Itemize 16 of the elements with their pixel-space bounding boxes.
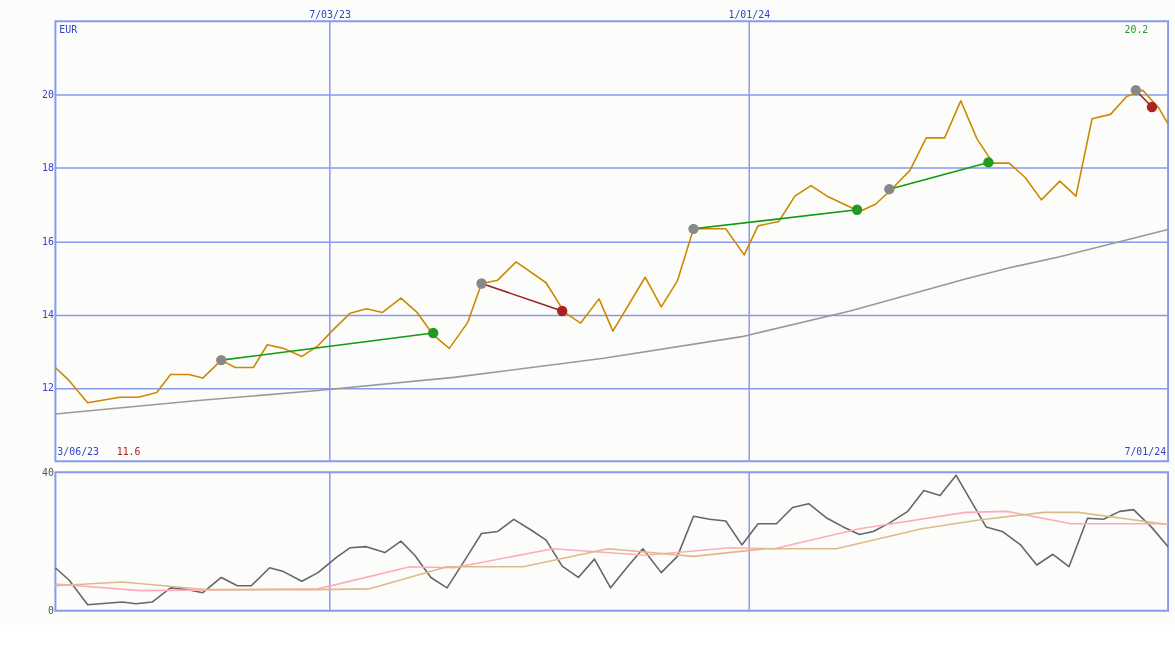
y-tick-label: 0 [47,605,54,617]
annotation: 11.6 [116,446,141,458]
y-tick-label: 18 [42,162,54,174]
y-tick-label: 20 [42,89,54,101]
y-axis-title: EUR [59,24,78,36]
annotation: 7/01/24 [1124,446,1167,458]
x-tick-label: 7/03/23 [309,8,351,20]
line-series [54,474,1169,606]
y-tick-label: 12 [42,382,54,394]
y-tick-label: 14 [42,309,54,321]
x-tick-label: 1/01/24 [728,8,771,20]
annotation: 20.2 [1124,24,1149,36]
annotation: 3/06/23 [57,446,100,458]
y-tick-label: 40 [42,466,54,478]
y-tick-label: 16 [42,235,54,247]
line-series [54,228,1169,415]
